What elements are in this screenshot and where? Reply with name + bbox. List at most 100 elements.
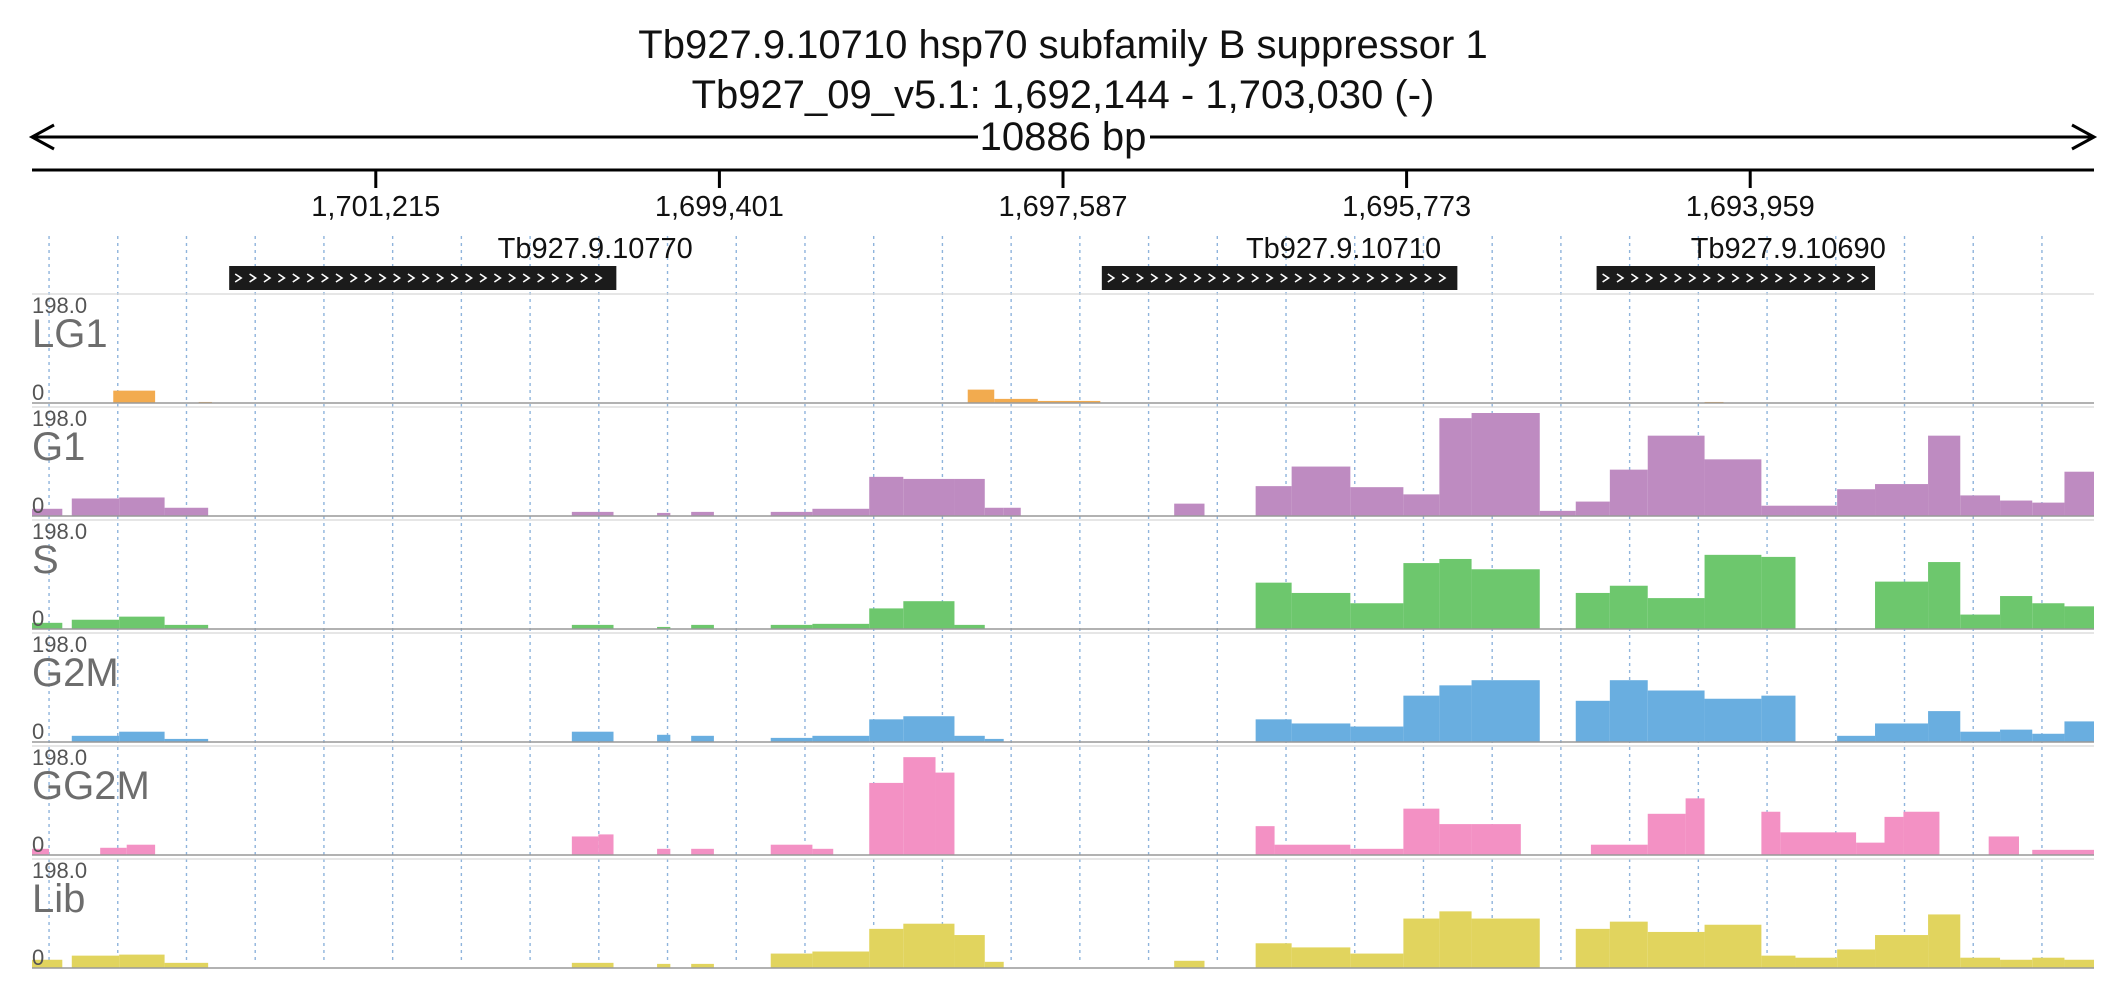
cds-chevron [1688,273,1697,283]
coverage-bar [1003,507,1021,516]
coverage-tracks: 198.0LG10198.0G10198.0S0198.0G2M0198.0GG… [32,293,2094,970]
cds-chevron [421,273,430,283]
coverage-bar [657,626,671,629]
coverage-bar [691,963,714,968]
coverage-bar [1403,808,1440,855]
cds-chevron [1265,273,1274,283]
coverage-bar [1291,466,1351,516]
gene-model: Tb927.9.10690 [1596,233,1886,290]
cds-chevron [1717,273,1726,283]
coverage-bar [1403,695,1440,742]
gene-label: Tb927.9.10690 [1691,233,1886,265]
coverage-bar [869,476,904,516]
coverage-bar [1875,484,1929,516]
coverage-bar [770,953,813,968]
track-min-label: 0 [32,380,44,405]
coverage-bar [1350,848,1404,855]
coverage-bar [2000,596,2033,629]
coverage-bar [1255,486,1292,516]
coverage-bar [1471,569,1540,629]
cds-chevron [1803,273,1812,283]
coverage-bar [770,844,813,855]
coverage-bar [1903,811,1940,855]
cds-chevron [1352,273,1361,283]
cds-chevron [537,273,546,283]
cds-chevron [1616,273,1625,283]
coverage-bar [1647,813,1686,855]
track-name: G2M [32,651,119,695]
coverage-bar [657,963,671,968]
coverage-bar [1704,698,1762,742]
coverage-bar [657,512,671,516]
coverage-bar [1471,918,1540,968]
coverage-bar [2064,471,2094,516]
cds-chevron [263,273,272,283]
coverage-bar [770,737,813,742]
cds-chevron [1746,273,1755,283]
coverage-bar [2032,849,2094,855]
coverage-bar [119,954,165,968]
coverage-bar [1960,731,2001,742]
cds-chevron [551,273,560,283]
coverage-bar [2064,959,2094,968]
cds-chevron [450,273,459,283]
coverage-bar [1647,598,1705,629]
coverage-bar [1255,826,1275,855]
axis-tick-label: 1,695,773 [1342,191,1471,223]
coverage-bar [1875,935,1929,968]
coverage-bar [164,624,209,629]
coverage-bar [984,507,1004,516]
axis-tick-label: 1,699,401 [655,191,784,223]
coverage-bar [691,848,714,855]
track-name: Lib [32,877,85,921]
track-max-label: 198.0 [32,519,87,544]
coverage-bar [1439,685,1472,742]
coverage-bar [1685,798,1705,855]
cds-chevron [1424,273,1433,283]
coverage-bar [1291,592,1351,629]
cds-chevron [493,273,502,283]
coverage-bar [119,497,165,516]
coverage-bar [1960,495,2001,516]
coverage-bar [71,955,120,968]
coverage-bar [903,757,936,855]
coverage-bar [1471,824,1521,855]
cds-chevron [1251,273,1260,283]
coverage-bar [1928,435,1961,516]
cds-chevron [1308,273,1317,283]
coverage-bar [1761,505,1796,516]
coverage-bar [571,962,614,968]
coverage-bar [1647,690,1705,742]
coverage-bar [1884,816,1904,855]
cds-chevron [234,273,243,283]
coverage-bar [126,844,156,855]
coverage-bar [1704,459,1762,516]
cds-chevron [436,273,445,283]
track-min-label: 0 [32,719,44,744]
cds-chevron [1179,273,1188,283]
cds-chevron [335,273,344,283]
coverage-bar [954,624,985,629]
coverage-bar [954,478,985,516]
gene-label: Tb927.9.10770 [498,233,693,265]
cds-chevron [1832,273,1841,283]
coverage-bar [812,508,870,516]
coverage-bar [1928,914,1961,968]
cds-chevron [508,273,517,283]
coverage-bar [1403,918,1440,968]
gene-track: Tb927.9.10770 Tb927.9.10710 Tb927.9.10690 [229,233,1886,290]
coverage-bar [691,511,714,516]
coverage-bar [1439,558,1472,629]
coverage-bar [1960,957,2001,968]
span-arrowhead-left [28,123,55,151]
cds-chevron [594,273,603,283]
coverage-bar [1539,510,1576,516]
coverage-bar [1960,614,2001,629]
track-name: S [32,538,59,582]
track-min-label: 0 [32,606,44,631]
coverage-bar [32,622,63,629]
coverage-bar [164,962,209,968]
